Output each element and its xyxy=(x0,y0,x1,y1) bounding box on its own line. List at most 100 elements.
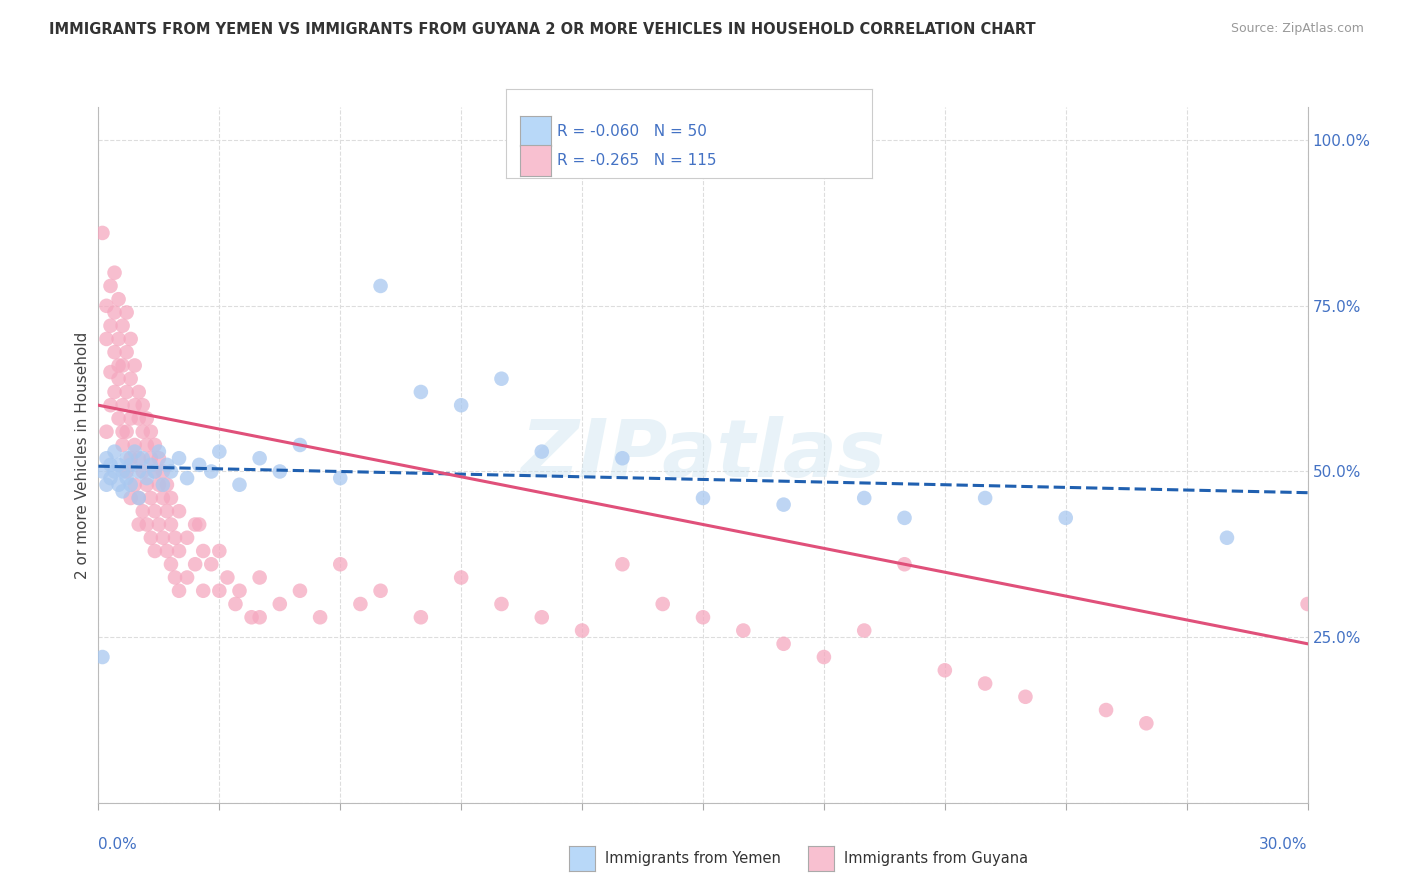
Point xyxy=(148,477,170,491)
Point xyxy=(115,345,138,359)
Point xyxy=(100,398,122,412)
Point xyxy=(100,471,122,485)
Point xyxy=(370,279,392,293)
Point xyxy=(530,610,553,624)
Point xyxy=(115,384,138,399)
Point xyxy=(184,517,207,532)
Point xyxy=(139,458,162,472)
Point xyxy=(143,438,166,452)
Point xyxy=(1135,716,1157,731)
Point xyxy=(91,465,114,479)
Point xyxy=(1014,690,1036,704)
Point xyxy=(208,583,231,598)
Point xyxy=(1296,597,1319,611)
Point xyxy=(309,610,332,624)
Point xyxy=(160,465,183,479)
Point xyxy=(120,372,142,386)
Point xyxy=(148,517,170,532)
Point xyxy=(107,359,129,373)
Point xyxy=(217,570,239,584)
Point xyxy=(107,477,129,491)
Point xyxy=(188,458,211,472)
Point xyxy=(91,226,114,240)
Point xyxy=(96,425,118,439)
Point xyxy=(813,650,835,665)
Point xyxy=(370,583,392,598)
Point xyxy=(111,398,134,412)
Point xyxy=(692,610,714,624)
Point xyxy=(160,558,183,572)
Point xyxy=(120,332,142,346)
Point xyxy=(152,531,174,545)
Point xyxy=(124,444,146,458)
Point xyxy=(249,570,271,584)
Point xyxy=(124,359,146,373)
Point xyxy=(128,411,150,425)
Point xyxy=(132,504,155,518)
Point xyxy=(974,676,997,690)
Point xyxy=(240,610,263,624)
Point xyxy=(128,517,150,532)
Point xyxy=(103,266,125,280)
Text: Immigrants from Yemen: Immigrants from Yemen xyxy=(605,851,780,865)
Text: Immigrants from Guyana: Immigrants from Guyana xyxy=(844,851,1028,865)
Point xyxy=(329,471,352,485)
Point xyxy=(132,425,155,439)
Point xyxy=(100,365,122,379)
Point xyxy=(120,411,142,425)
Point xyxy=(156,477,179,491)
Point xyxy=(772,498,794,512)
Point xyxy=(132,451,155,466)
Point xyxy=(132,465,155,479)
Point xyxy=(124,438,146,452)
Point xyxy=(188,517,211,532)
Point xyxy=(934,663,956,677)
Point xyxy=(772,637,794,651)
Point xyxy=(208,544,231,558)
Point xyxy=(111,425,134,439)
Point xyxy=(120,458,142,472)
Point xyxy=(111,318,134,333)
Point xyxy=(111,465,134,479)
Point xyxy=(329,558,352,572)
Point xyxy=(1054,511,1077,525)
Point xyxy=(120,477,142,491)
Point xyxy=(491,597,513,611)
Point xyxy=(135,438,157,452)
Point xyxy=(103,444,125,458)
Point xyxy=(128,465,150,479)
Point xyxy=(176,570,198,584)
Point xyxy=(107,411,129,425)
Point xyxy=(143,465,166,479)
Point xyxy=(200,558,222,572)
Point xyxy=(228,583,250,598)
Point xyxy=(160,491,183,505)
Point xyxy=(167,544,190,558)
Point xyxy=(96,299,118,313)
Point xyxy=(228,477,250,491)
Point xyxy=(409,384,432,399)
Point xyxy=(96,477,118,491)
Point xyxy=(120,491,142,505)
Point xyxy=(692,491,714,505)
Point xyxy=(115,425,138,439)
Point xyxy=(107,292,129,306)
Point xyxy=(103,465,125,479)
Point xyxy=(111,484,134,499)
Point xyxy=(111,438,134,452)
Point xyxy=(115,451,138,466)
Point xyxy=(163,531,186,545)
Text: 0.0%: 0.0% xyxy=(98,837,138,852)
Point xyxy=(128,451,150,466)
Point xyxy=(128,491,150,505)
Point xyxy=(1095,703,1118,717)
Point xyxy=(853,491,876,505)
Point xyxy=(107,458,129,472)
Point xyxy=(100,318,122,333)
Point xyxy=(167,451,190,466)
Text: Source: ZipAtlas.com: Source: ZipAtlas.com xyxy=(1230,22,1364,36)
Point xyxy=(208,444,231,458)
Point xyxy=(1216,531,1239,545)
Point xyxy=(184,558,207,572)
Point xyxy=(103,384,125,399)
